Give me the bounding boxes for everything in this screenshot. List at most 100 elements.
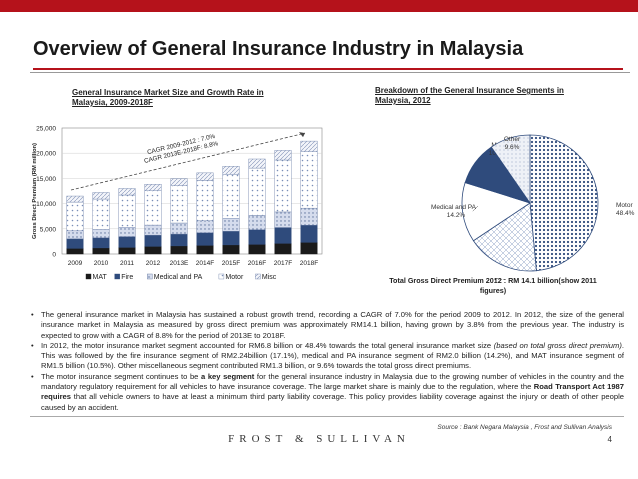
chart-panel-divider [30, 72, 630, 73]
bar-segment-fire-2016F [248, 229, 266, 245]
bar-segment-fire-2014F [196, 232, 214, 246]
bar-segment-misc-2010 [92, 192, 110, 200]
page-number: 4 [607, 435, 612, 444]
bar-segment-medical-and-pa-2013E [170, 222, 188, 235]
legend-swatch [85, 273, 92, 280]
market-size-bar-chart: 0 5,000 10,000 15,000 20,000 25,000 Gross Dire… [32, 126, 323, 281]
bar-segment-fire-2009 [66, 238, 84, 249]
bar-segment-misc-2018F [300, 140, 318, 152]
bar-segment-mat-2012 [144, 246, 162, 255]
bullet-text-run: for the general insurance industry in Ma… [41, 371, 624, 392]
bar-segment-mat-2013E [170, 245, 188, 255]
legend-label: Medical and PA [154, 274, 203, 281]
bar-segment-fire-2011 [118, 236, 136, 248]
x-tick-label: 2015F [222, 260, 240, 267]
pie-slice-fire [472, 202, 537, 272]
y-tick-label: 20,000 [36, 151, 56, 158]
bullet-text-run: Road Transport Act 1987 requires [41, 382, 624, 402]
x-tick-label: 2014F [196, 260, 214, 267]
x-tick-label: 2017F [274, 260, 292, 267]
bar-segment-fire-2018F [300, 225, 318, 243]
bar-segment-motor-2015F [222, 174, 240, 219]
legend-label: Misc [262, 274, 277, 281]
bullet-text-run: a key segment [201, 371, 255, 381]
bar-segment-motor-2013E [170, 185, 188, 224]
x-tick-label: 2012 [146, 260, 161, 267]
bar-segment-mat-2017F [274, 243, 292, 255]
bar-chart-title-line-1: General Insurance Market Size and Growth… [72, 88, 264, 97]
pie-label-motor: Motor [616, 202, 633, 209]
bullet-text-run: In 2012, the motor insurance market segm… [41, 340, 494, 350]
pie-label-medical-and-pa: Medical and PA [431, 204, 477, 211]
commentary-bullet: In 2012, the motor insurance market segm… [30, 341, 624, 372]
bar-segment-mat-2016F [248, 244, 266, 255]
bar-segment-misc-2017F [274, 150, 292, 161]
pie-slice-other [490, 134, 531, 205]
growth-trend-arrow [70, 132, 306, 191]
legend-swatch [147, 273, 153, 280]
legend-swatch [218, 273, 225, 280]
footer-divider [30, 416, 624, 417]
bar-segment-mat-2014F [196, 245, 214, 255]
bar-segment-misc-2015F [222, 166, 240, 175]
trend-arrowhead [299, 132, 305, 138]
top-accent-bar [0, 0, 638, 12]
legend-label: MAT [93, 274, 108, 281]
y-tick-label: 0 [52, 252, 56, 259]
bar-segment-motor-2017F [274, 159, 292, 213]
bar-segment-fire-2017F [274, 227, 292, 244]
bar-segment-mat-2015F [222, 244, 240, 255]
bullet-text-run: The motor insurance segment continues to… [41, 371, 201, 381]
bar-plot-area [61, 127, 323, 255]
pie-value-motor: 48.4% [616, 210, 635, 217]
y-tick-label: 25,000 [36, 126, 56, 133]
x-tick-label: 2011 [120, 260, 134, 267]
bullet-text-run: . This was followed by the fire insuranc… [41, 340, 624, 371]
bar-segment-motor-2009 [66, 201, 84, 232]
pie-leader-line [472, 205, 479, 212]
bullet-text-run: (based on total gross direct premium) [493, 340, 622, 350]
pie-value-medical-and-pa: 14.2% [447, 212, 466, 219]
bar-segment-medical-and-pa-2010 [92, 229, 110, 239]
commentary-bullet: The motor insurance segment continues to… [30, 372, 624, 413]
source-note: Source : Bank Negara Malaysia , Frost an… [437, 424, 612, 431]
y-axis-title: Gross Direct Premium (RM million) [32, 143, 38, 239]
y-tick-label: 10,000 [36, 201, 56, 208]
bar-segment-mat-2010 [92, 247, 110, 255]
bar-segment-fire-2012 [144, 234, 162, 247]
bar-segment-medical-and-pa-2016F [248, 215, 266, 231]
bar-segment-motor-2016F [248, 167, 266, 216]
bar-segment-mat-2018F [300, 242, 318, 255]
legend-label: Fire [121, 274, 133, 281]
pie-label-fire: Fire [494, 278, 506, 280]
x-tick-label: 2010 [94, 260, 109, 267]
bar-chart-title: General Insurance Market Size and Growth… [72, 88, 264, 108]
pie-slice-medical-and-pa [461, 182, 531, 242]
bar-segment-medical-and-pa-2018F [300, 207, 318, 226]
pie-value-other: 9.6% [505, 144, 520, 151]
bar-segment-motor-2018F [300, 151, 318, 209]
title-divider [33, 68, 623, 70]
y-tick-label: 15,000 [36, 176, 56, 183]
bar-segment-misc-2014F [196, 172, 214, 181]
legend-swatch [114, 273, 120, 280]
pie-chart-title-line-1: Breakdown of the General Insurance Segme… [375, 86, 564, 95]
pie-total-footnote-line-2: figures) [479, 286, 507, 295]
bar-segment-medical-and-pa-2017F [274, 211, 292, 228]
legend-swatch [255, 273, 261, 280]
bar-segment-motor-2010 [92, 198, 110, 230]
bar-segment-medical-and-pa-2011 [118, 227, 136, 237]
bar-segment-medical-and-pa-2012 [144, 224, 162, 236]
page-title: Overview of General Insurance Industry i… [33, 38, 524, 60]
pie-slice-motor [529, 134, 599, 272]
bar-segment-motor-2012 [144, 190, 162, 226]
x-tick-label: 2016F [248, 260, 266, 267]
bar-segment-misc-2016F [248, 158, 266, 169]
frost-sullivan-logo: FROST & SULLIVAN [228, 433, 410, 445]
pie-label-other: Other [504, 136, 521, 143]
bar-segment-medical-and-pa-2015F [222, 218, 240, 232]
pie-total-footnote-line-1: Total Gross Direct Premium 2012 : RM 14.… [389, 276, 597, 285]
bar-segment-mat-2011 [118, 247, 136, 255]
pie-total-footnote: Total Gross Direct Premium 2012 : RM 14.… [362, 276, 624, 296]
